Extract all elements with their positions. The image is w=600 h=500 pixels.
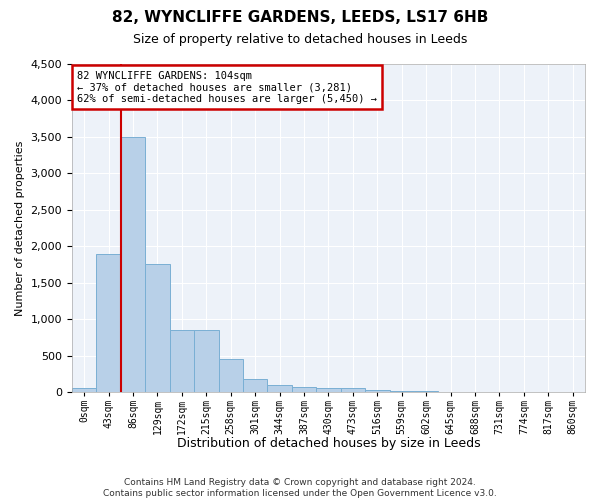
Bar — [170, 330, 194, 392]
Bar — [389, 391, 414, 392]
Bar — [145, 264, 170, 392]
Bar — [97, 254, 121, 392]
Bar — [72, 388, 97, 392]
Bar — [341, 388, 365, 392]
Y-axis label: Number of detached properties: Number of detached properties — [15, 140, 25, 316]
Bar — [292, 386, 316, 392]
Bar — [243, 380, 268, 392]
Text: Size of property relative to detached houses in Leeds: Size of property relative to detached ho… — [133, 32, 467, 46]
Bar — [218, 359, 243, 392]
Bar — [194, 330, 218, 392]
Bar — [365, 390, 389, 392]
Bar — [268, 384, 292, 392]
Bar — [121, 137, 145, 392]
X-axis label: Distribution of detached houses by size in Leeds: Distribution of detached houses by size … — [176, 437, 480, 450]
Text: Contains HM Land Registry data © Crown copyright and database right 2024.
Contai: Contains HM Land Registry data © Crown c… — [103, 478, 497, 498]
Bar — [316, 388, 341, 392]
Text: 82, WYNCLIFFE GARDENS, LEEDS, LS17 6HB: 82, WYNCLIFFE GARDENS, LEEDS, LS17 6HB — [112, 10, 488, 25]
Text: 82 WYNCLIFFE GARDENS: 104sqm
← 37% of detached houses are smaller (3,281)
62% of: 82 WYNCLIFFE GARDENS: 104sqm ← 37% of de… — [77, 70, 377, 104]
